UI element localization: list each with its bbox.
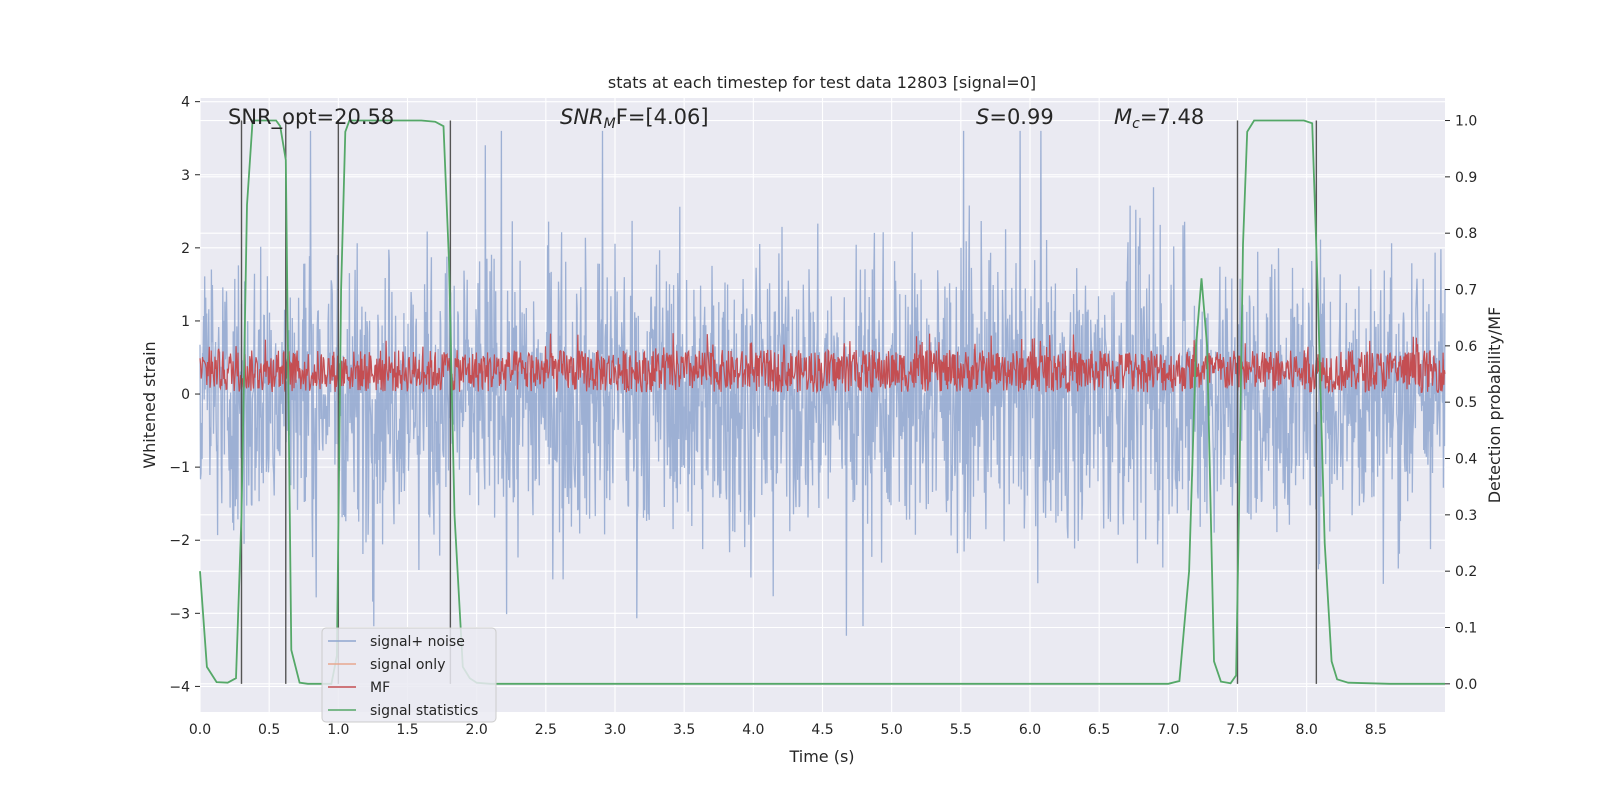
y2-axis-label: Detection probability/MF xyxy=(1485,307,1504,504)
x-tick-label: 5.5 xyxy=(950,722,972,738)
x-tick-label: 4.5 xyxy=(811,722,833,738)
annotation-snr-mf: SNRMF=[4.06] xyxy=(560,105,709,132)
y2-tick-label: 0.1 xyxy=(1455,621,1477,637)
annotation-mc-symbol: M xyxy=(1114,105,1132,129)
x-tick-label: 8.0 xyxy=(1296,722,1318,738)
x-tick-label: 7.0 xyxy=(1157,722,1179,738)
y2-tick-label: 0.9 xyxy=(1455,170,1477,186)
x-tick-label: 1.5 xyxy=(396,722,418,738)
y2-tick-label: 1.0 xyxy=(1455,114,1477,130)
y-tick-label: 3 xyxy=(181,168,190,184)
x-tick-label: 6.5 xyxy=(1088,722,1110,738)
y-tick-label: −1 xyxy=(169,460,190,476)
annotation-s-value: =0.99 xyxy=(989,105,1053,129)
legend: signal+ noise signal only MF signal stat… xyxy=(321,627,497,723)
x-axis-label: Time (s) xyxy=(788,747,854,766)
legend-box xyxy=(321,627,497,723)
annotation-s-symbol: S xyxy=(976,105,989,129)
x-tick-label: 2.0 xyxy=(466,722,488,738)
x-tick-label: 4.0 xyxy=(742,722,764,738)
annotation-snr-mf-value: F=[4.06] xyxy=(616,105,709,129)
y2-tick-label: 0.8 xyxy=(1455,226,1477,242)
x-tick-label: 6.0 xyxy=(1019,722,1041,738)
y-tick-label: −2 xyxy=(169,533,190,549)
y2-tick-label: 0.0 xyxy=(1455,677,1477,693)
x-tick-label: 8.5 xyxy=(1365,722,1387,738)
y2-tick-label: 0.6 xyxy=(1455,339,1477,355)
annotation-snr-mf-subscript: M xyxy=(604,116,616,132)
legend-label-signal-statistics: signal statistics xyxy=(370,703,478,719)
y-tick-label: 1 xyxy=(181,314,190,330)
x-tick-labels: 0.0 0.5 1.0 1.5 2.0 2.5 3.0 3.5 4.0 4.5 5.0 5.5 6.0 6… xyxy=(189,722,1387,738)
chart-title: stats at each timestep for test data 128… xyxy=(608,73,1036,92)
y2-tick-label: 0.7 xyxy=(1455,283,1477,299)
y2-tick-label: 0.2 xyxy=(1455,564,1477,580)
annotation-mc: Mc=7.48 xyxy=(1114,105,1204,132)
y2-tick-labels: 1.0 0.9 0.8 0.7 0.6 0.5 0.4 0.3 0.2 0.1 0.0 xyxy=(1445,114,1477,693)
y2-tick-label: 0.4 xyxy=(1455,452,1477,468)
y-tick-label: −4 xyxy=(169,679,190,695)
x-tick-label: 3.0 xyxy=(604,722,626,738)
annotation-snr-opt: SNR_opt=20.58 xyxy=(228,105,394,130)
y-tick-label: 4 xyxy=(181,95,190,111)
annotation-mc-value: =7.48 xyxy=(1140,105,1204,129)
legend-label-mf: MF xyxy=(370,680,390,696)
legend-label-signal-only: signal only xyxy=(370,657,445,673)
x-tick-label: 5.0 xyxy=(881,722,903,738)
legend-label-signal-noise: signal+ noise xyxy=(370,634,465,650)
annotation-snr-mf-symbol: SNR xyxy=(560,105,604,129)
y2-tick-label: 0.5 xyxy=(1455,395,1477,411)
annotation-s: S=0.99 xyxy=(976,105,1054,129)
annotation-mc-subscript: c xyxy=(1132,116,1140,132)
y-tick-label: 0 xyxy=(181,387,190,403)
x-tick-label: 1.0 xyxy=(327,722,349,738)
y-tick-label: −3 xyxy=(169,606,190,622)
y-axis-label: Whitened strain xyxy=(140,341,159,468)
x-tick-label: 2.5 xyxy=(535,722,557,738)
y-tick-labels: 4 3 2 1 0 −1 −2 −3 −4 xyxy=(169,95,200,695)
y2-tick-label: 0.3 xyxy=(1455,508,1477,524)
x-tick-label: 7.5 xyxy=(1226,722,1248,738)
x-tick-label: 0.5 xyxy=(258,722,280,738)
y-tick-label: 2 xyxy=(181,241,190,257)
x-tick-label: 3.5 xyxy=(673,722,695,738)
x-tick-label: 0.0 xyxy=(189,722,211,738)
